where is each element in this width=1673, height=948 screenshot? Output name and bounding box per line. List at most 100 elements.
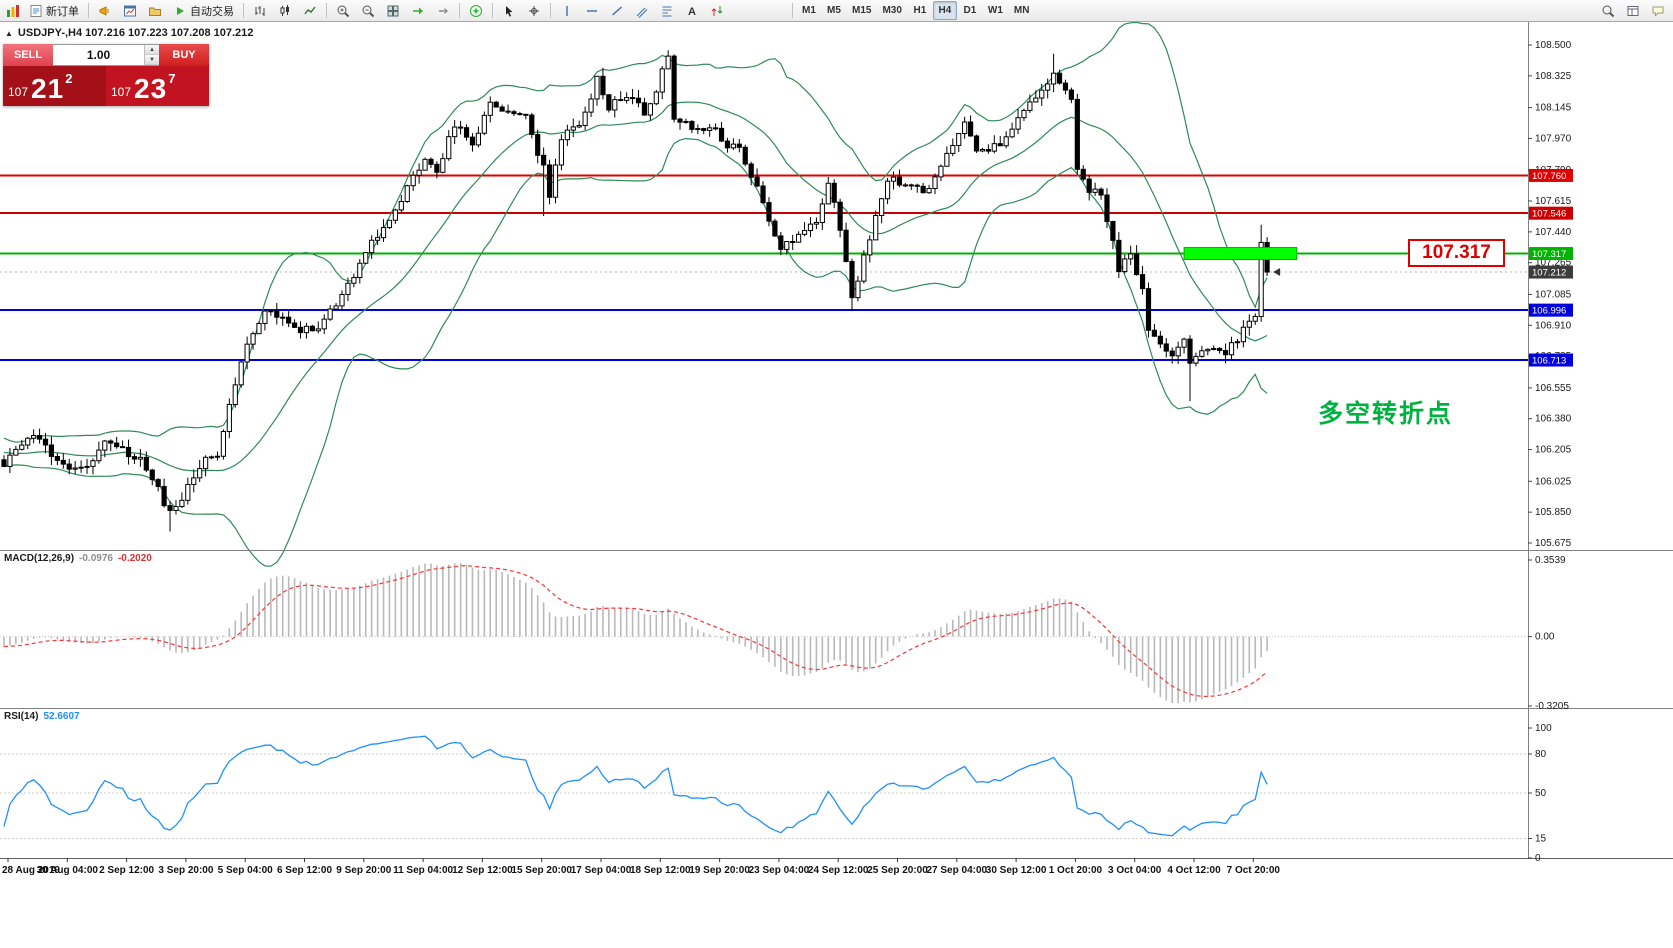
tile-windows-button[interactable] (381, 1, 405, 20)
search-icon (1602, 5, 1615, 17)
trendline-button[interactable] (605, 1, 629, 20)
cursor-button[interactable] (497, 1, 521, 20)
svg-text:-0.3205: -0.3205 (1535, 701, 1569, 712)
chart-info-line: ▲ USDJPY-,H4 107.216 107.223 107.208 107… (5, 27, 253, 39)
buy-button[interactable]: BUY (159, 44, 209, 66)
workspace-button[interactable] (1621, 1, 1645, 20)
volume-down-button[interactable]: ▼ (145, 55, 159, 65)
svg-text:4 Oct 12:00: 4 Oct 12:00 (1167, 865, 1221, 876)
autotrading-label: 自动交易 (190, 5, 234, 18)
search-button[interactable] (1596, 1, 1620, 20)
bollinger-upper-band (3, 22, 1268, 443)
crosshair-button[interactable] (522, 1, 546, 20)
svg-text:50: 50 (1535, 788, 1547, 799)
svg-text:108.500: 108.500 (1535, 40, 1572, 51)
svg-text:107.615: 107.615 (1535, 196, 1572, 207)
main-toolbar: 新订单 自动交易 (0, 0, 1673, 22)
zoom-out-button[interactable] (356, 1, 380, 20)
timeframe-d1-button[interactable]: D1 (963, 5, 977, 16)
chart-window-icon (124, 5, 136, 16)
ask-big-digits: 23 (134, 73, 168, 104)
svg-text:0.3539: 0.3539 (1535, 555, 1566, 566)
timeframe-h1-button[interactable]: H1 (913, 5, 927, 16)
line-chart-button[interactable] (298, 1, 322, 20)
horizontal-line-button[interactable] (580, 1, 604, 20)
channel-icon (636, 7, 648, 18)
zoom-out-icon (362, 5, 375, 17)
indicators-button[interactable] (464, 1, 488, 20)
ask-price[interactable]: 107 23 7 (106, 66, 209, 106)
macd-main-value: -0.0976 (79, 553, 113, 564)
indicators-plus-icon (470, 4, 482, 17)
new-order-icon (30, 4, 42, 17)
macd-scale[interactable]: 0.3539 0.00 -0.3205 (1528, 555, 1569, 712)
timeframe-w1-button[interactable]: W1 (987, 5, 1003, 16)
symbol-ohlc-text: USDJPY-,H4 107.216 107.223 107.208 107.2… (17, 27, 254, 39)
timeframe-m1-button[interactable]: M1 (802, 5, 816, 16)
timeframe-h4-button[interactable]: H4 (932, 1, 957, 20)
text-tool-button[interactable]: A (680, 1, 704, 20)
svg-text:30 Aug 04:00: 30 Aug 04:00 (37, 865, 99, 876)
app-logo-icon (3, 1, 23, 20)
horizontal-line-icon (587, 9, 597, 12)
bid-price[interactable]: 107 21 2 (3, 66, 106, 106)
price-chart[interactable]: 108.500108.325108.145107.970107.790107.6… (0, 22, 1673, 880)
svg-text:25 Sep 20:00: 25 Sep 20:00 (867, 865, 928, 876)
community-button[interactable] (1646, 1, 1670, 20)
chart-shift-icon (439, 7, 448, 14)
fibonacci-button[interactable] (655, 1, 679, 20)
chart-shift-button[interactable] (431, 1, 455, 20)
ask-sup-digit: 7 (168, 71, 176, 86)
svg-text:107.440: 107.440 (1535, 227, 1572, 238)
volume-up-button[interactable]: ▲ (145, 45, 159, 55)
timeframe-mn-button[interactable]: MN (1013, 5, 1030, 16)
vertical-line-button[interactable] (555, 1, 579, 20)
price-callout-box[interactable]: 107.317 (1408, 239, 1505, 267)
svg-text:9 Sep 20:00: 9 Sep 20:00 (336, 865, 391, 876)
volume-value[interactable]: 1.00 (86, 48, 111, 62)
svg-text:108.325: 108.325 (1535, 71, 1572, 82)
svg-text:5 Sep 04:00: 5 Sep 04:00 (218, 865, 273, 876)
fibonacci-icon (662, 6, 672, 16)
timeframe-m15-button[interactable]: M15 (852, 5, 872, 16)
price-scale[interactable]: 108.500108.325108.145107.970107.790107.6… (1528, 40, 1573, 549)
rsi-level-lines (0, 753, 1528, 839)
svg-text:3 Oct 04:00: 3 Oct 04:00 (1108, 865, 1162, 876)
svg-text:23 Sep 04:00: 23 Sep 04:00 (749, 865, 810, 876)
level-lines[interactable] (0, 174, 1528, 362)
macd-name: MACD(12,26,9) (4, 553, 75, 564)
zoom-in-button[interactable] (331, 1, 355, 20)
autotrading-button[interactable]: 自动交易 (168, 1, 239, 20)
svg-text:15: 15 (1535, 834, 1547, 845)
candles-layer[interactable] (1, 50, 1270, 532)
svg-text:19 Sep 20:00: 19 Sep 20:00 (689, 865, 750, 876)
svg-text:106.025: 106.025 (1535, 476, 1572, 487)
bar-chart-button[interactable] (248, 1, 272, 20)
sell-button[interactable]: SELL (3, 44, 53, 66)
horn-icon (99, 5, 109, 16)
highlight-zone[interactable] (1183, 247, 1298, 261)
timeframe-m30-button[interactable]: M30 (882, 5, 902, 16)
rsi-scale[interactable]: 100 80 50 15 0 (1528, 723, 1552, 864)
auto-scroll-button[interactable] (406, 1, 430, 20)
arrows-tool-button[interactable] (705, 1, 729, 20)
volume-field[interactable]: 1.00 ▲ ▼ (53, 44, 159, 66)
candlestick-button[interactable] (273, 1, 297, 20)
new-order-button[interactable]: 新订单 (24, 1, 84, 20)
bollinger-bands (3, 22, 1268, 567)
svg-text:100: 100 (1535, 723, 1552, 734)
turning-point-text[interactable]: 多空转折点 (1318, 400, 1454, 428)
channel-button[interactable] (630, 1, 654, 20)
svg-text:105.675: 105.675 (1535, 538, 1572, 549)
line-chart-icon (304, 6, 316, 14)
svg-text:0.00: 0.00 (1535, 632, 1555, 643)
timeframe-m5-button[interactable]: M5 (827, 5, 841, 16)
tile-windows-icon (387, 5, 399, 16)
new-chart-button[interactable] (118, 1, 142, 20)
profiles-button[interactable] (143, 1, 167, 20)
svg-text:7 Oct 20:00: 7 Oct 20:00 (1227, 865, 1281, 876)
rsi-value: 52.6607 (43, 711, 80, 722)
market-watch-button[interactable] (93, 1, 117, 20)
